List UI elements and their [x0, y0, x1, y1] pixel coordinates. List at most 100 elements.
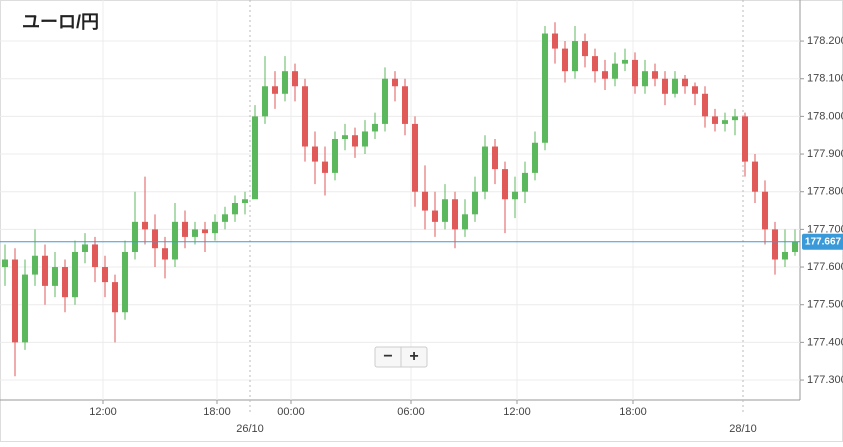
x-tick-label: 12:00: [503, 406, 531, 418]
candle-body: [562, 48, 568, 72]
candle-body: [402, 86, 408, 124]
candle-body: [482, 146, 488, 192]
candle-body: [472, 191, 478, 215]
y-tick-label: 178.000: [807, 110, 843, 122]
candle-body: [82, 244, 88, 252]
candle-body: [202, 229, 208, 234]
candle-body: [122, 251, 128, 313]
candle-body: [222, 214, 228, 222]
candle-body: [102, 267, 108, 283]
zoom-controls: − +: [374, 346, 428, 368]
candle-body: [352, 135, 358, 147]
candle-body: [242, 199, 248, 204]
candle-body: [682, 78, 688, 87]
candle-body: [582, 41, 588, 57]
y-tick-label: 177.500: [807, 299, 843, 311]
candle-body: [712, 116, 718, 124]
candle-body: [742, 116, 748, 162]
y-tick-label: 177.900: [807, 148, 843, 160]
candle-body: [172, 221, 178, 260]
candle-body: [632, 59, 638, 87]
candle-body: [262, 86, 268, 117]
candle-body: [412, 123, 418, 192]
candle-body: [532, 142, 538, 173]
candle-body: [602, 71, 608, 79]
candle-body: [252, 116, 258, 200]
y-tick-label: 178.100: [807, 73, 843, 85]
date-tick-label: 26/10: [236, 423, 264, 435]
candle-body: [762, 191, 768, 230]
zoom-out[interactable]: −: [383, 348, 392, 365]
candle-body: [62, 267, 68, 298]
candle-body: [212, 221, 218, 234]
candle-body: [112, 282, 118, 313]
candle-body: [782, 251, 788, 260]
x-tick-label: 18:00: [619, 406, 647, 418]
plot: 177.300 177.400 177.500 177.600 177.700 177.8…: [0, 0, 843, 435]
candle-body: [392, 78, 398, 87]
candle-body: [232, 203, 238, 215]
candle-body: [322, 161, 328, 173]
candle-body: [362, 131, 368, 147]
candle-body: [522, 172, 528, 192]
last-price-label: 177.667: [805, 236, 842, 247]
x-tick-label: 18:00: [203, 406, 231, 418]
candle-body: [662, 78, 668, 94]
candle-body: [572, 41, 578, 72]
candle-body: [492, 146, 498, 170]
candle-body: [672, 78, 678, 94]
y-tick-label: 177.700: [807, 223, 843, 235]
candle-body: [332, 138, 338, 173]
candle-body: [442, 199, 448, 222]
candle-body: [192, 229, 198, 237]
candle-body: [52, 267, 58, 286]
date-tick-label: 28/10: [729, 423, 757, 435]
candle-body: [22, 274, 28, 343]
candle-body: [142, 221, 148, 230]
candle-body: [612, 63, 618, 79]
candle-body: [162, 248, 168, 260]
candle-body: [462, 214, 468, 230]
x-tick-label: 00:00: [277, 406, 305, 418]
candle-body: [622, 59, 628, 64]
candle-body: [722, 120, 728, 124]
candle-body: [302, 86, 308, 147]
x-tick-label: 06:00: [397, 406, 425, 418]
candle-body: [552, 33, 558, 49]
candle-body: [512, 191, 518, 200]
candle-body: [292, 71, 298, 87]
y-tick-label: 178.200: [807, 35, 843, 47]
candle-body: [2, 259, 8, 268]
candle-body: [432, 210, 438, 222]
last-price-box: [802, 233, 843, 250]
chart-title: ユーロ/円: [22, 12, 99, 32]
y-tick-label: 177.300: [807, 374, 843, 386]
candle-body: [702, 93, 708, 117]
candle-body: [182, 221, 188, 237]
candle-body: [542, 33, 548, 143]
candle-body: [652, 71, 658, 79]
candle-body: [272, 86, 278, 94]
x-tick-label: 12:00: [89, 406, 117, 418]
candle-body: [132, 221, 138, 252]
candle-body: [92, 244, 98, 268]
y-tick-label: 177.400: [807, 336, 843, 348]
candle-body: [282, 71, 288, 94]
candle-body: [342, 135, 348, 139]
candle-body: [772, 229, 778, 260]
candle-body: [422, 191, 428, 211]
candle-body: [372, 123, 378, 132]
candle-body: [752, 161, 758, 192]
candle-body: [792, 241, 798, 252]
candle-body: [72, 251, 78, 298]
candle-body: [32, 255, 38, 275]
candle-body: [692, 86, 698, 94]
candle-body: [312, 146, 318, 162]
candle-body: [452, 199, 458, 230]
zoom-in[interactable]: +: [409, 348, 418, 365]
candle-body: [732, 116, 738, 121]
candle-body: [502, 169, 508, 200]
